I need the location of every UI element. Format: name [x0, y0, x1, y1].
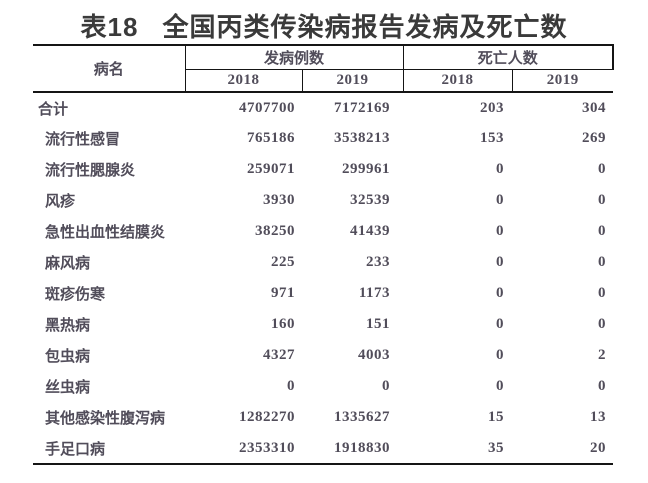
cases-2018-cell: 4327 [263, 347, 295, 363]
deaths-2018-cell: 0 [496, 161, 505, 177]
disease-name-cell: 风疹 [45, 193, 76, 210]
disease-name-cell: 急性出血性结膜炎 [45, 224, 166, 241]
table-row: 其他感染性腹泻病 1282270 1335627 15 13 [33, 402, 613, 433]
cases-2019-cell: 3538213 [334, 130, 391, 146]
disease-name-cell: 流行性腮腺炎 [45, 162, 136, 179]
header-year-row: 2018 2019 2018 2019 [33, 69, 614, 93]
cases-2018-cell: 0 [287, 378, 295, 394]
cases-2019-cell: 0 [382, 378, 391, 394]
deaths-2018-cell: 35 [403, 433, 513, 465]
table-header: 病名 发病例数 死亡人数 2018 2019 2018 2019 [33, 44, 615, 93]
deaths-2018-cell: 15 [488, 409, 505, 425]
table-body: 合计 4707700 7172169 203 304 流行性感冒 765186 3538213… [33, 92, 614, 465]
deaths-2019-cell: 20 [512, 433, 614, 465]
cases-2019-cell: 32539 [350, 192, 391, 208]
deaths-2019-cell: 0 [598, 161, 607, 177]
deaths-2019-cell: 13 [590, 409, 607, 425]
deaths-2018-cell: 203 [480, 99, 505, 116]
deaths-2018-cell: 0 [496, 347, 505, 363]
cases-2018-cell: 765186 [247, 130, 295, 146]
deaths-2019-cell: 269 [582, 130, 607, 146]
cases-2018-cell: 38250 [255, 223, 295, 239]
cases-2019-cell: 299961 [342, 161, 391, 177]
table-row: 流行性感冒 765186 3538213 153 269 [33, 123, 613, 154]
disease-name-cell: 黑热病 [45, 317, 91, 334]
deaths-2019-cell: 0 [598, 223, 607, 239]
column-group-deaths: 死亡人数 [403, 44, 615, 70]
disease-name-cell: 合计 [38, 100, 69, 118]
cases-2018-cell: 2353310 [185, 433, 302, 465]
cases-2019-cell: 4003 [358, 347, 391, 363]
disease-name-cell: 麻风病 [45, 255, 91, 272]
deaths-2019-cell: 0 [598, 192, 607, 208]
cases-2019-cell: 233 [366, 254, 391, 270]
table-row: 包虫病 4327 4003 0 2 [33, 340, 613, 371]
deaths-2019-cell: 0 [598, 378, 607, 394]
cases-2018-cell: 3930 [263, 192, 295, 208]
table-row: 风疹 3930 32539 0 0 [33, 185, 613, 216]
deaths-2018-cell: 0 [496, 223, 505, 239]
cases-2019-cell: 151 [366, 316, 391, 332]
cases-2018-cell: 971 [271, 285, 295, 301]
table-row: 丝虫病 0 0 0 0 [33, 371, 613, 402]
cases-2019-cell: 1335627 [334, 409, 391, 425]
cases-2018-cell: 225 [271, 254, 295, 270]
disease-name-cell: 斑疹伤寒 [45, 286, 106, 303]
table-row: 手足口病 2353310 1918830 35 20 [33, 433, 614, 465]
header-group-row: 病名 发病例数 死亡人数 [33, 44, 615, 93]
cases-2018-cell: 259071 [247, 161, 295, 177]
column-header-deaths-2019: 2019 [512, 69, 614, 93]
table-row: 流行性腮腺炎 259071 299961 0 0 [33, 154, 613, 185]
cases-2018-cell: 1282270 [239, 409, 295, 425]
deaths-2019-cell: 0 [598, 254, 607, 270]
deaths-2019-cell: 0 [598, 285, 607, 301]
cases-2018-cell: 160 [271, 316, 295, 332]
table-row: 黑热病 160 151 0 0 [33, 309, 613, 340]
deaths-2019-cell: 304 [582, 99, 607, 116]
table-number: 表18 [80, 12, 139, 42]
column-header-cases-2019: 2019 [302, 69, 404, 93]
cases-2019-cell: 1918830 [302, 433, 404, 465]
deaths-2018-cell: 0 [496, 254, 505, 270]
column-group-cases: 发病例数 [185, 44, 404, 70]
table-row-total: 合计 4707700 7172169 203 304 [33, 92, 613, 123]
deaths-2018-cell: 0 [496, 378, 505, 394]
deaths-2019-cell: 2 [598, 347, 607, 363]
cases-2019-cell: 1173 [358, 285, 391, 301]
cases-2019-cell: 41439 [350, 223, 391, 239]
column-header-cases-2018: 2018 [185, 69, 303, 93]
disease-name-cell: 丝虫病 [45, 379, 91, 396]
disease-stats-table: 病名 发病例数 死亡人数 2018 2019 2018 2019 合计 47077… [33, 44, 615, 465]
deaths-2018-cell: 0 [496, 316, 505, 332]
table-row: 急性出血性结膜炎 38250 41439 0 0 [33, 216, 613, 247]
deaths-2018-cell: 153 [480, 130, 505, 146]
table-row: 斑疹伤寒 971 1173 0 0 [33, 278, 613, 309]
deaths-2018-cell: 0 [496, 192, 505, 208]
disease-name-cell: 手足口病 [33, 433, 185, 465]
disease-name-cell: 包虫病 [45, 348, 91, 365]
cases-2018-cell: 4707700 [239, 99, 295, 116]
disease-name-cell: 流行性感冒 [45, 131, 121, 148]
column-header-disease: 病名 [33, 44, 186, 93]
deaths-2018-cell: 0 [496, 285, 505, 301]
cases-2019-cell: 7172169 [334, 99, 391, 116]
table-title: 表18 全国丙类传染病报告发病及死亡数 [0, 7, 648, 44]
disease-name-cell: 其他感染性腹泻病 [45, 410, 166, 427]
column-header-deaths-2018: 2018 [403, 69, 513, 93]
table-row: 麻风病 225 233 0 0 [33, 247, 613, 278]
deaths-2019-cell: 0 [598, 316, 607, 332]
table-title-text: 全国丙类传染病报告发病及死亡数 [162, 12, 568, 42]
